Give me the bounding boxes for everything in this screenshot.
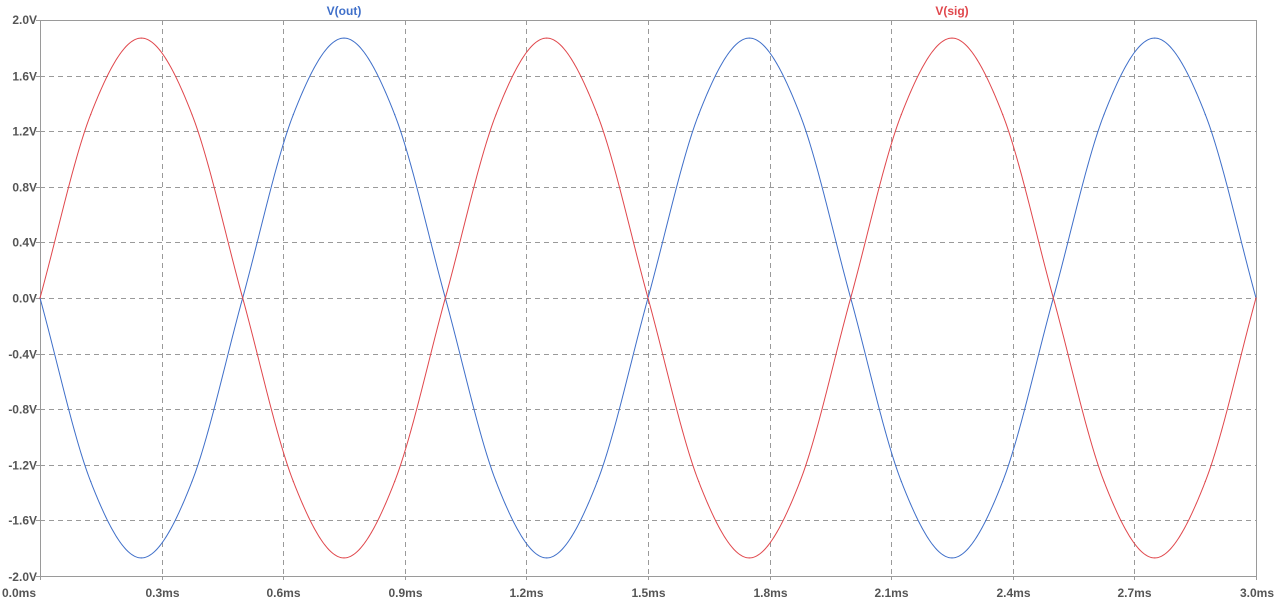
data-point [343, 557, 345, 559]
y-tick-label: 0.8V [12, 181, 37, 195]
data-point [546, 37, 548, 39]
data-point [546, 557, 548, 559]
data-point [140, 557, 142, 559]
x-tick-label: 1.8ms [753, 586, 787, 600]
data-point [1204, 113, 1206, 116]
x-tick-label: 3.0ms [1240, 586, 1274, 600]
x-tick-label: 0.6ms [266, 586, 300, 600]
data-point [1002, 113, 1004, 116]
data-point [1002, 480, 1004, 483]
x-tick-label: 0.0ms [2, 586, 36, 600]
data-point [394, 113, 396, 116]
y-tick-label: -1.2V [8, 459, 37, 473]
data-point [850, 297, 852, 299]
data-point [140, 37, 142, 39]
data-point [900, 113, 902, 116]
data-point [951, 557, 953, 559]
data-point [647, 297, 649, 299]
x-tick-label: 2.4ms [996, 586, 1030, 600]
legend-entry[interactable]: V(sig) [935, 4, 968, 18]
data-point [748, 557, 750, 559]
data-point [292, 480, 294, 483]
y-tick-label: 2.0V [12, 13, 37, 27]
data-point [596, 113, 598, 116]
data-point [292, 113, 294, 116]
x-tick-label: 0.3ms [145, 586, 179, 600]
data-point [1103, 113, 1105, 116]
x-tick-label: 2.7ms [1117, 586, 1151, 600]
data-point [799, 113, 801, 116]
x-tick-label: 1.5ms [631, 586, 665, 600]
y-tick-label: -0.8V [8, 403, 37, 417]
data-point [90, 113, 92, 116]
x-tick-label: 2.1ms [874, 586, 908, 600]
y-axis: 2.0V 1.6V 1.2V 0.8V 0.4V 0.0V -0.4V -0.8V -1.2V -… [8, 13, 40, 584]
data-point [343, 37, 345, 39]
data-point [698, 113, 700, 116]
data-point [242, 297, 244, 299]
data-point [900, 480, 902, 483]
series-v-sig [39, 37, 1257, 559]
data-point [1154, 37, 1156, 39]
data-point [1103, 480, 1105, 483]
data-point [444, 297, 446, 299]
y-tick-label: -1.6V [8, 514, 37, 528]
y-tick-label: -0.4V [8, 348, 37, 362]
data-point [191, 113, 193, 116]
data-point [394, 480, 396, 483]
data-point [1154, 557, 1156, 559]
legend-entry[interactable]: V(out) [327, 4, 362, 18]
y-tick-label: -2.0V [8, 570, 37, 584]
y-tick-label: 1.6V [12, 70, 37, 84]
x-tick-label: 0.9ms [388, 586, 422, 600]
y-tick-label: 1.2V [12, 125, 37, 139]
data-point [596, 480, 598, 483]
data-point [1052, 297, 1054, 299]
data-point [191, 480, 193, 483]
data-point [1255, 297, 1257, 299]
data-point [39, 297, 41, 299]
data-point [495, 480, 497, 483]
x-axis: 0.0ms 0.3ms 0.6ms 0.9ms 1.2ms 1.5ms 1.8ms 2.1ms… [2, 576, 1274, 600]
data-point [495, 113, 497, 116]
y-tick-label: 0.4V [12, 236, 37, 250]
data-point [748, 37, 750, 39]
data-point [1204, 480, 1206, 483]
data-point [90, 480, 92, 483]
y-tick-label: 0.0V [12, 292, 37, 306]
data-point [951, 37, 953, 39]
x-tick-label: 1.2ms [509, 586, 543, 600]
data-point [799, 480, 801, 483]
data-point [698, 480, 700, 483]
